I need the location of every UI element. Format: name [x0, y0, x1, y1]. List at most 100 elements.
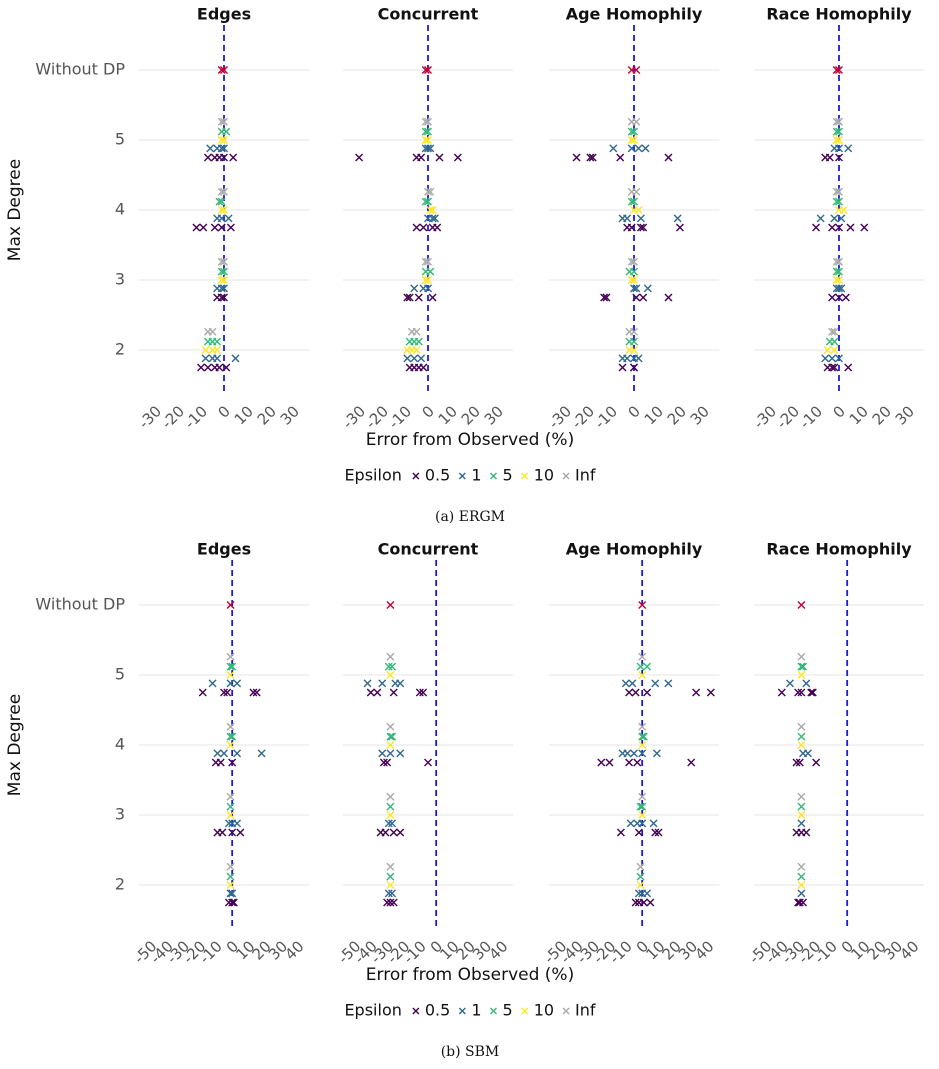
data-point	[632, 117, 641, 126]
data-point	[797, 819, 806, 828]
data-point	[226, 223, 235, 232]
data-point	[835, 267, 843, 276]
data-point	[220, 267, 228, 276]
legend-label: Inf	[575, 466, 596, 485]
data-point	[636, 802, 645, 811]
data-point	[634, 144, 643, 153]
data-point	[835, 144, 843, 153]
data-point	[630, 267, 638, 276]
data-point	[828, 354, 837, 363]
figure-caption: (b) SBM	[441, 1044, 500, 1060]
data-point	[835, 117, 843, 126]
data-point	[632, 187, 641, 196]
data-point	[835, 293, 843, 302]
data-point	[652, 749, 661, 758]
data-point	[412, 223, 421, 232]
data-point	[217, 214, 226, 223]
data-point	[222, 363, 231, 372]
data-point	[630, 136, 638, 144]
legend-label: 0.5	[425, 1001, 450, 1020]
without-dp-point	[832, 66, 841, 74]
data-point	[355, 153, 364, 162]
data-point	[366, 688, 375, 697]
data-point	[636, 223, 645, 232]
data-point	[636, 214, 645, 223]
x-tick-label: 40	[691, 937, 717, 963]
data-point	[625, 688, 634, 697]
data-point	[218, 828, 227, 837]
data-point	[220, 284, 228, 293]
data-point	[630, 197, 638, 206]
data-point	[846, 223, 855, 232]
data-point	[643, 889, 652, 898]
data-point	[597, 758, 606, 767]
data-point	[638, 732, 647, 741]
data-point	[396, 828, 405, 837]
data-point	[625, 758, 634, 767]
data-point	[424, 758, 432, 767]
data-point	[832, 276, 841, 284]
data-point	[828, 327, 837, 336]
data-point	[226, 811, 235, 819]
data-point	[803, 749, 812, 758]
data-point	[428, 206, 437, 214]
data-point	[386, 722, 395, 731]
data-point	[797, 862, 806, 871]
without-dp-point	[424, 66, 432, 74]
data-point	[837, 214, 846, 223]
data-point	[433, 223, 442, 232]
legend-marker	[490, 1007, 498, 1015]
data-point	[816, 214, 825, 223]
data-point	[835, 187, 843, 196]
data-point	[405, 293, 414, 302]
data-point	[627, 257, 636, 266]
legend-title: Epsilon	[344, 466, 401, 485]
data-point	[226, 652, 235, 661]
data-point	[203, 363, 212, 372]
data-point	[638, 819, 647, 828]
data-point	[199, 223, 208, 232]
x-tick-label: 40	[485, 937, 511, 963]
data-point	[828, 363, 837, 372]
x-tick-label: -10	[385, 402, 415, 432]
data-point	[823, 346, 832, 354]
y-category-label: 5	[115, 130, 125, 149]
data-point	[602, 293, 611, 302]
x-axis-label: Error from Observed (%)	[366, 965, 574, 985]
data-point	[830, 363, 839, 372]
data-point	[638, 741, 647, 749]
data-point	[226, 671, 235, 679]
data-point	[797, 792, 806, 801]
data-point	[630, 276, 638, 284]
data-point	[630, 284, 638, 293]
data-point	[430, 214, 439, 223]
data-point	[630, 749, 638, 758]
data-point	[217, 187, 226, 196]
data-point	[636, 872, 645, 881]
data-point	[206, 144, 215, 153]
data-point	[220, 293, 228, 302]
data-point	[832, 197, 841, 206]
y-axis-label: Max Degree	[5, 159, 25, 261]
data-point	[777, 688, 786, 697]
data-point	[415, 688, 424, 697]
data-point	[414, 337, 423, 346]
data-point	[217, 223, 226, 232]
data-point	[386, 749, 395, 758]
data-point	[832, 257, 841, 266]
data-point	[384, 662, 393, 671]
data-point	[631, 688, 640, 697]
data-point	[220, 257, 228, 266]
data-point	[828, 223, 837, 232]
data-point	[388, 732, 397, 741]
data-point	[210, 223, 219, 232]
data-point	[638, 652, 647, 661]
legend-marker	[412, 1007, 420, 1015]
data-point	[821, 354, 830, 363]
data-point	[226, 872, 235, 881]
data-point	[627, 127, 636, 136]
data-point	[228, 828, 237, 837]
data-point	[379, 758, 388, 767]
data-point	[388, 819, 397, 828]
data-point	[627, 276, 636, 284]
